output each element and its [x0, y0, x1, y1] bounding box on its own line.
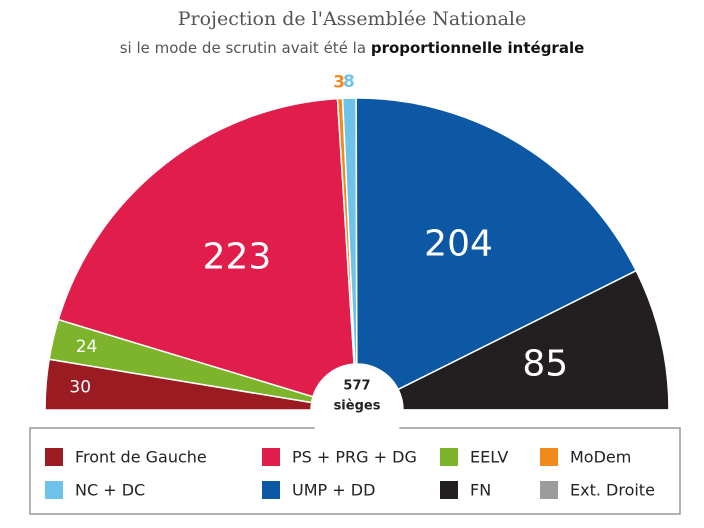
total-label: sièges	[334, 399, 381, 414]
center-hole	[311, 364, 403, 456]
value-label: 85	[522, 344, 568, 385]
value-label: 223	[203, 236, 272, 277]
legend-swatch	[440, 481, 458, 499]
total-value: 577	[343, 379, 370, 394]
legend-label: Front de Gauche	[75, 448, 207, 467]
legend-label: PS + PRG + DG	[292, 448, 417, 467]
subtitle-part: proportionnelle intégrale	[371, 39, 584, 57]
legend-swatch	[45, 481, 63, 499]
value-label: 3	[333, 72, 345, 92]
legend-label: NC + DC	[75, 481, 145, 500]
value-label: 204	[424, 223, 493, 264]
legend-swatch	[440, 448, 458, 466]
value-label: 8	[343, 72, 355, 92]
legend-label: EELV	[470, 448, 508, 467]
legend-swatch	[540, 481, 558, 499]
chart-subtitle: si le mode de scrutin avait été la propo…	[120, 39, 585, 57]
legend-swatch	[45, 448, 63, 466]
seat-slice	[57, 97, 355, 398]
legend-label: MoDem	[570, 448, 631, 467]
legend-swatch	[262, 448, 280, 466]
subtitle-part: si le mode de scrutin avait été la	[120, 39, 366, 57]
legend-label: Ext. Droite	[570, 481, 655, 500]
value-label: 30	[69, 377, 91, 397]
legend-swatch	[540, 448, 558, 466]
value-label: 24	[76, 337, 98, 357]
legend-label: FN	[470, 481, 491, 500]
chart-title: Projection de l'Assemblée Nationale	[178, 8, 527, 30]
legend-label: UMP + DD	[292, 481, 375, 500]
legend-swatch	[262, 481, 280, 499]
